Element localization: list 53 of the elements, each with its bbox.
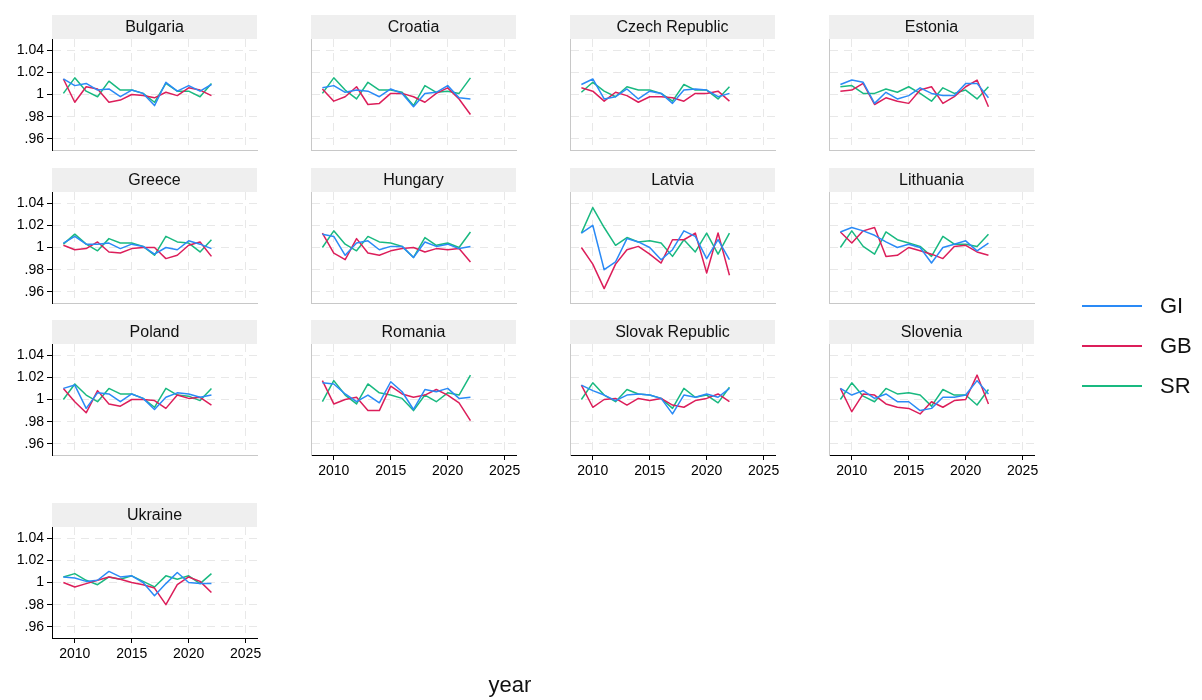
x-tick-label: 2025 <box>489 462 521 479</box>
y-tick-label: 1.04 <box>16 193 45 210</box>
chart-title: Bulgaria <box>52 15 257 39</box>
y-tick-label: 1 <box>36 390 45 407</box>
y-tick-label: 1.04 <box>16 40 45 57</box>
chart-title: Lithuania <box>829 168 1034 192</box>
y-tick-label: 1.02 <box>16 368 45 385</box>
x-tick-label: 2025 <box>1007 462 1039 479</box>
y-tick-label: 1.02 <box>16 551 45 568</box>
y-tick-label: 1 <box>36 85 45 102</box>
y-tick-label: 1.02 <box>16 216 45 233</box>
chart-title: Croatia <box>311 15 516 39</box>
chart-title: Hungary <box>311 168 516 192</box>
y-tick-label: .98 <box>24 260 45 277</box>
y-tick-label: .96 <box>24 617 45 634</box>
x-tick-label: 2015 <box>375 462 407 479</box>
x-axis-title: year <box>487 672 533 698</box>
x-tick-label: 2010 <box>836 462 868 479</box>
chart-title: Romania <box>311 320 516 344</box>
y-tick-label: 1.02 <box>16 63 45 80</box>
y-tick-label: .98 <box>24 412 45 429</box>
y-tick-label: 1.04 <box>16 528 45 545</box>
chart-title: Poland <box>52 320 257 344</box>
y-tick-label: 1 <box>36 573 45 590</box>
chart-title: Estonia <box>829 15 1034 39</box>
y-tick-label: .96 <box>24 434 45 451</box>
chart-title: Slovenia <box>829 320 1034 344</box>
x-tick-label: 2010 <box>59 645 91 662</box>
x-tick-label: 2015 <box>893 462 925 479</box>
y-tick-label: .98 <box>24 595 45 612</box>
y-tick-label: .96 <box>24 282 45 299</box>
chart-title: Greece <box>52 168 257 192</box>
x-tick-label: 2025 <box>748 462 780 479</box>
chart-title: Latvia <box>570 168 775 192</box>
legend-label: SR <box>1160 373 1191 399</box>
x-tick-label: 2010 <box>318 462 350 479</box>
x-tick-label: 2015 <box>634 462 666 479</box>
y-tick-label: .98 <box>24 107 45 124</box>
y-tick-label: 1 <box>36 238 45 255</box>
x-tick-label: 2020 <box>691 462 723 479</box>
x-tick-label: 2025 <box>230 645 262 662</box>
y-tick-label: .96 <box>24 129 45 146</box>
y-tick-label: 1.04 <box>16 345 45 362</box>
x-tick-label: 2020 <box>432 462 464 479</box>
x-tick-label: 2015 <box>116 645 148 662</box>
chart-title: Czech Republic <box>570 15 775 39</box>
x-tick-label: 2020 <box>950 462 982 479</box>
x-tick-label: 2020 <box>173 645 205 662</box>
chart-title: Ukraine <box>52 503 257 527</box>
chart-title: Slovak Republic <box>570 320 775 344</box>
legend-label: GI <box>1160 293 1184 319</box>
x-tick-label: 2010 <box>577 462 609 479</box>
legend-label: GB <box>1160 333 1192 359</box>
